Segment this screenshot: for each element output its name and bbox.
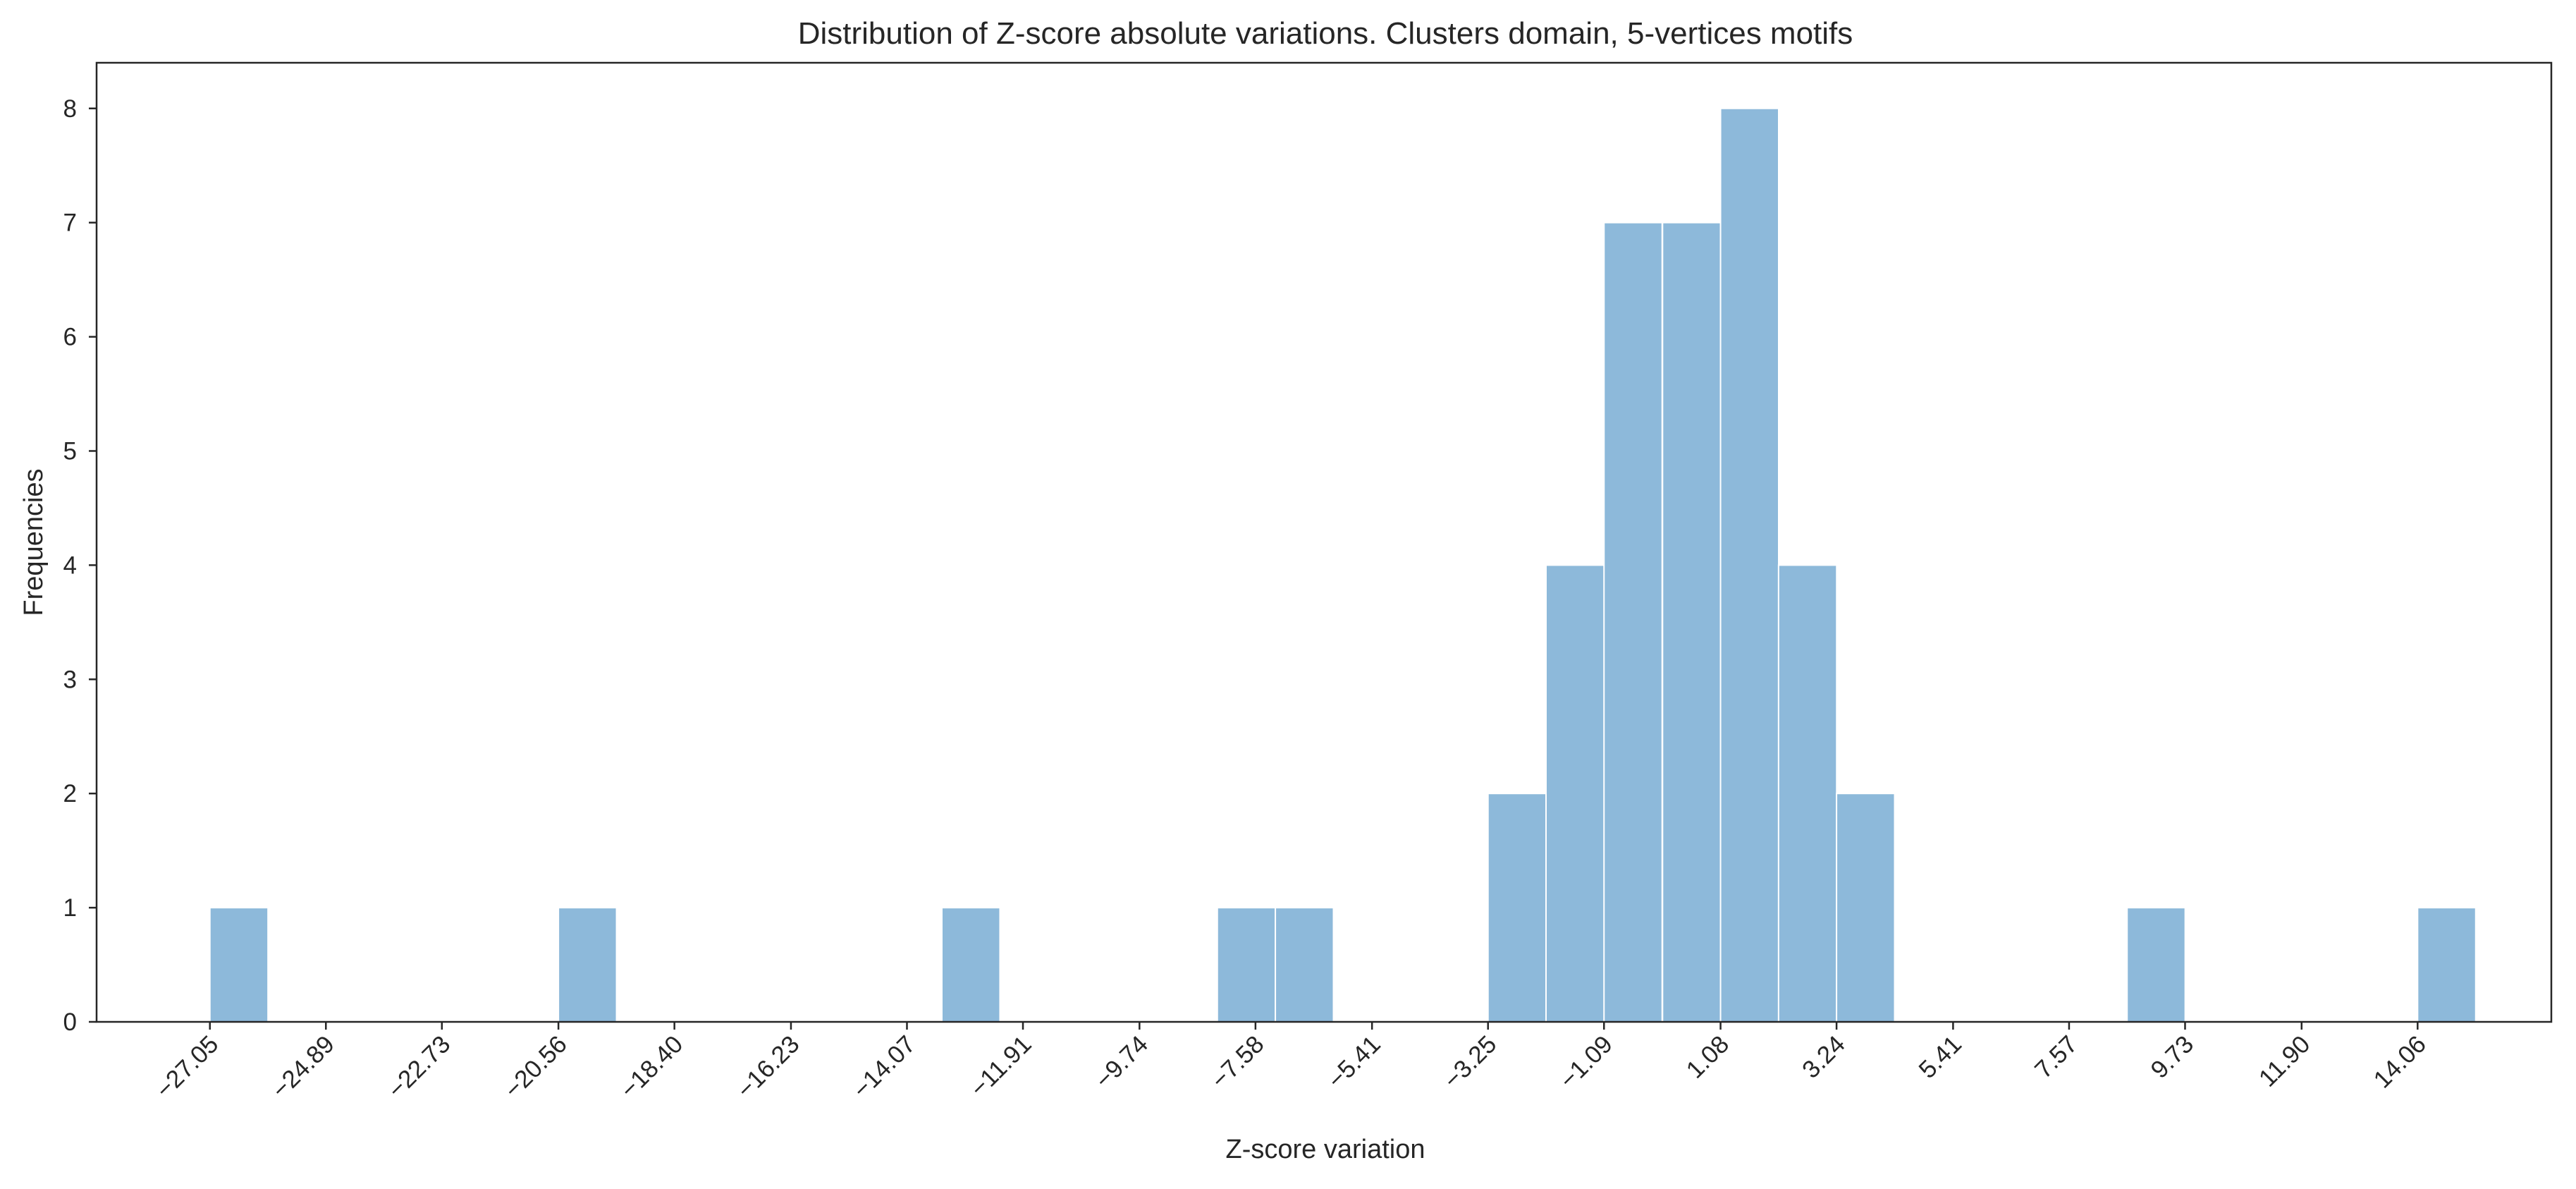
histogram-bar (1603, 221, 1663, 1023)
histogram-bar (209, 907, 269, 1023)
bars-layer (209, 107, 2477, 1023)
y-axis-label: Frequencies (19, 468, 49, 616)
histogram-bar (2126, 907, 2186, 1023)
histogram-bar (2417, 907, 2477, 1023)
plot-frame (95, 61, 2553, 1023)
y-tick-label: 1 (63, 894, 77, 922)
y-tick-label: 8 (63, 95, 77, 123)
y-tick-label: 4 (63, 551, 77, 579)
y-tick-label: 7 (63, 209, 77, 237)
y-tick-label: 0 (63, 1008, 77, 1036)
histogram-bar (1662, 221, 1722, 1023)
histogram-bar (941, 907, 1001, 1023)
histogram-bar (1777, 564, 1838, 1023)
histogram-bar (1275, 907, 1335, 1023)
histogram-bar (1545, 564, 1605, 1023)
histogram-bar (558, 907, 618, 1023)
y-tick-label: 2 (63, 780, 77, 807)
histogram-bar (1719, 107, 1780, 1023)
y-tick-label: 6 (63, 324, 77, 351)
histogram-bar (1836, 793, 1896, 1023)
y-tick-label: 5 (63, 437, 77, 465)
x-axis-label: Z-score variation (1226, 1135, 1425, 1164)
y-tick-label: 3 (63, 666, 77, 693)
histogram-bar (1216, 907, 1277, 1023)
chart-title: Distribution of Z-score absolute variati… (798, 16, 1853, 51)
histogram-bar (1487, 793, 1547, 1023)
